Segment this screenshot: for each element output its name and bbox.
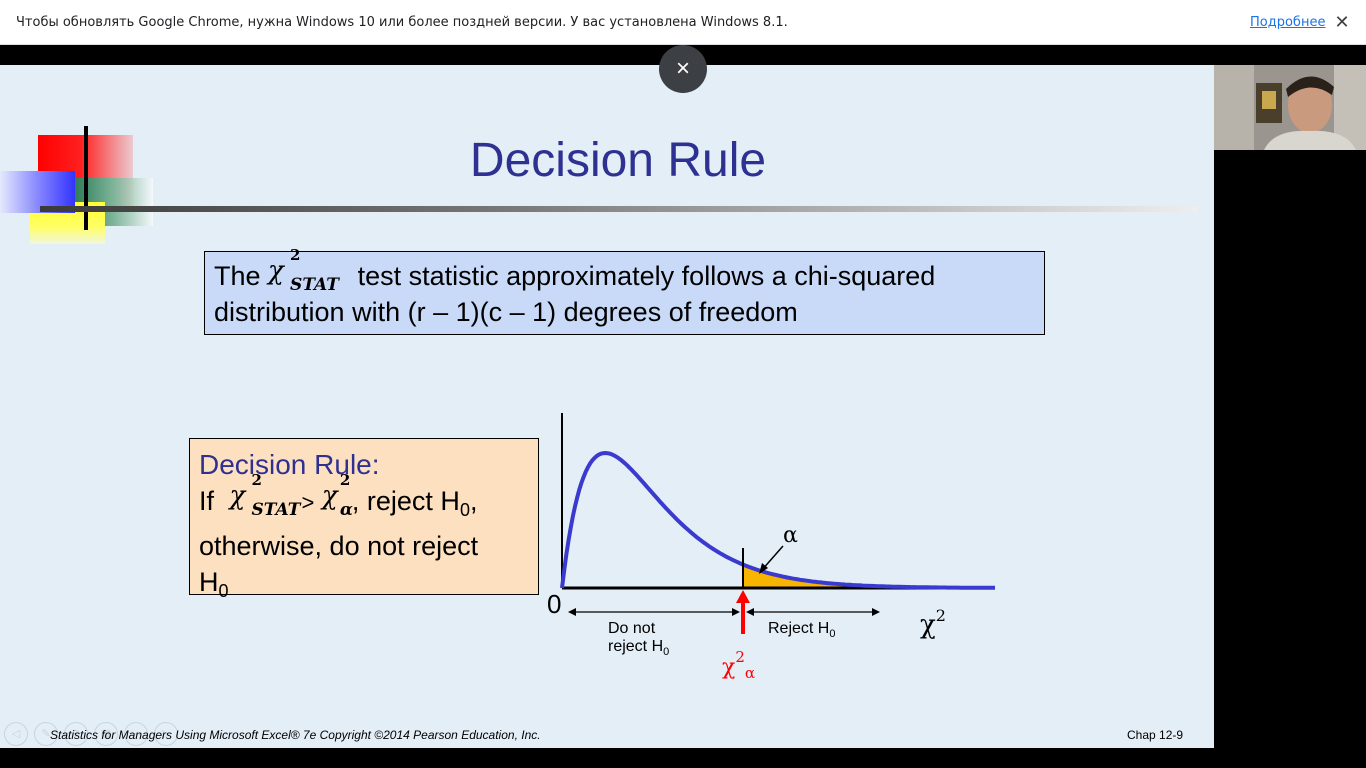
- prev-slide-icon[interactable]: ◁: [4, 722, 28, 746]
- rule-gt: >: [301, 490, 315, 515]
- do-not-reject-arrow-right-head: [732, 608, 740, 616]
- alpha-label: α: [783, 523, 798, 548]
- chi-sub: α: [339, 500, 353, 520]
- decision-rule-box: Decision Rule: If χ 2 STAT > χ 2 α , rej…: [189, 438, 539, 601]
- decision-rule-heading: Decision Rule:: [199, 449, 380, 480]
- zoom-icon[interactable]: ⊕: [64, 722, 88, 746]
- density-curve: [560, 450, 995, 590]
- stat-prefix: The: [214, 261, 261, 291]
- chi-stat-symbol-rule: χ 2 STAT: [230, 471, 302, 520]
- slide-nav-controls: ◁ ✎ ⊕ ▦ ⋯ ▷: [4, 722, 178, 746]
- slide-number: Chap 12-9: [1127, 728, 1184, 742]
- slide-footer: Statistics for Managers Using Microsoft …: [50, 728, 541, 742]
- rule-h: H: [199, 567, 219, 597]
- do-not-reject-arrow-left-head: [568, 608, 576, 616]
- rule-line-3: otherwise, do not reject: [199, 531, 479, 561]
- stat-line1-rest: test statistic approximately follows a c…: [357, 261, 936, 291]
- rule-reject: , reject H: [351, 486, 460, 516]
- chi-sub: STAT: [290, 275, 339, 295]
- chi-glyph: χ: [268, 256, 284, 286]
- do-not-reject-label-2: reject H0: [608, 638, 669, 658]
- close-overlay-icon[interactable]: ×: [659, 45, 707, 93]
- reject-arrow-left-head: [746, 608, 754, 616]
- chi-glyph: χ: [229, 481, 246, 511]
- chi-sup: 2: [339, 471, 351, 489]
- chi-sup: 2: [251, 471, 262, 489]
- alpha-pointer-head: [759, 563, 768, 574]
- axis-label: χ2: [920, 606, 946, 640]
- stat-line-1: The χ 2 STAT test statistic approximatel…: [214, 246, 1035, 295]
- learn-more-link[interactable]: Подробнее: [1250, 15, 1326, 30]
- do-not-reject-label-1: Do not: [608, 620, 656, 637]
- reject-arrow-right-head: [872, 608, 880, 616]
- critical-arrow-head: [736, 590, 750, 603]
- stat-line-2: distribution with (r – 1)(c – 1) degrees…: [214, 297, 798, 327]
- slide-title: Decision Rule: [469, 134, 767, 187]
- rule-line-4: H0: [199, 564, 529, 609]
- chi-sub: STAT: [251, 500, 301, 520]
- chi-stat-symbol: χ 2 STAT: [268, 246, 350, 295]
- deco-vertical-line: [84, 126, 88, 230]
- update-infobar: Чтобы обновлять Google Chrome, нужна Win…: [0, 0, 1366, 45]
- pen-icon[interactable]: ✎: [34, 722, 58, 746]
- chi-glyph: χ: [321, 481, 338, 511]
- next-slide-icon[interactable]: ▷: [154, 722, 178, 746]
- origin-label: 0: [547, 589, 561, 619]
- slide: Decision Rule The χ 2 STAT test statisti…: [0, 65, 1214, 748]
- grid-icon[interactable]: ▦: [94, 722, 118, 746]
- reject-label: Reject H0: [768, 620, 835, 640]
- chi-square-distribution-chart: α 0 Do not reject H0 Reject H0 χ2α χ2: [547, 413, 995, 682]
- statistic-box: The χ 2 STAT test statistic approximatel…: [204, 246, 1045, 335]
- more-options-icon[interactable]: ⋯: [124, 722, 148, 746]
- title-divider: [40, 206, 1197, 212]
- rule-h-sub: 0: [218, 581, 229, 601]
- webcam-video: [1214, 65, 1366, 150]
- rule-comma: ,: [469, 486, 478, 516]
- infobar-message: Чтобы обновлять Google Chrome, нужна Win…: [16, 15, 788, 30]
- rule-line-2: If χ 2 STAT > χ 2 α , reject H0,: [199, 471, 529, 528]
- chi-sup: 2: [290, 246, 301, 264]
- webcam-image: [1214, 65, 1366, 150]
- chi-alpha-symbol-rule: χ 2 α: [322, 471, 353, 520]
- rule-h-sub: 0: [459, 500, 470, 520]
- rule-if: If: [199, 486, 215, 516]
- infobar-close-icon[interactable]: ✕: [1334, 12, 1350, 32]
- critical-value-label: χ2α: [722, 648, 755, 682]
